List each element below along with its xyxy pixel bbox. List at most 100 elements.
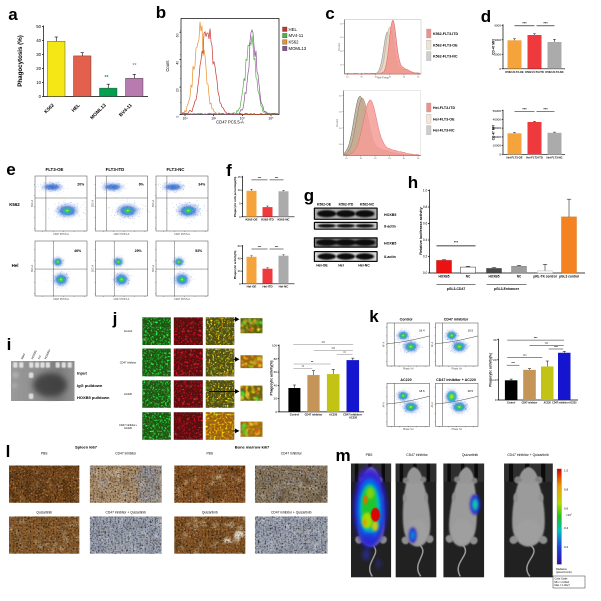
svg-text:40: 40 — [274, 383, 278, 387]
svg-text:Control: Control — [400, 318, 413, 322]
svg-text:d: d — [481, 7, 491, 26]
svg-text:b: b — [156, 3, 166, 22]
svg-text:pGL3 control: pGL3 control — [559, 275, 579, 279]
svg-text:k: k — [369, 307, 379, 326]
svg-text:Hel-NC: Hel-NC — [279, 284, 290, 288]
svg-text:K562-ITD: K562-ITD — [261, 217, 274, 221]
svg-text:16.4: 16.4 — [419, 329, 425, 333]
svg-text:Phagocytic activity(%): Phagocytic activity(%) — [233, 251, 237, 280]
svg-text:HOXB5: HOXB5 — [489, 275, 500, 279]
svg-text:6%: 6% — [139, 182, 145, 186]
svg-text:10: 10 — [403, 76, 406, 78]
svg-text:Mel-Frequ: Mel-Frequ — [377, 76, 389, 80]
svg-text:20: 20 — [36, 66, 41, 71]
svg-text:10: 10 — [238, 188, 242, 192]
svg-text:Phagocytic activity(%): Phagocytic activity(%) — [269, 361, 273, 396]
svg-text:0: 0 — [495, 398, 497, 402]
svg-text:NC: NC — [37, 355, 42, 360]
svg-text:HEL: HEL — [71, 103, 82, 114]
svg-text:HOXB5: HOXB5 — [30, 349, 38, 360]
svg-text:***: *** — [258, 245, 262, 249]
svg-text:10: 10 — [339, 112, 342, 114]
svg-text:Max = 1.00e7: Max = 1.00e7 — [555, 584, 571, 587]
svg-text:0.2: 0.2 — [564, 545, 569, 549]
svg-text:20: 20 — [238, 269, 242, 273]
svg-text:pGL3-CD47: pGL3-CD47 — [447, 287, 466, 291]
svg-text:FLT3-ITD: FLT3-ITD — [106, 167, 125, 172]
svg-text:AC220: AC220 — [124, 392, 132, 396]
svg-text:10²: 10² — [183, 117, 189, 121]
svg-text:**: ** — [105, 75, 109, 81]
svg-text:CD47 inhibitor: CD47 inhibitor — [115, 452, 137, 456]
svg-text:***: *** — [543, 22, 548, 26]
svg-text:K562-NC: K562-NC — [277, 217, 290, 221]
svg-text:50: 50 — [36, 24, 41, 29]
svg-text:***: *** — [511, 361, 515, 365]
svg-text:Hel-FLT3-NC: Hel-FLT3-NC — [546, 156, 562, 160]
svg-text:FLT3-NC: FLT3-NC — [167, 167, 186, 172]
svg-text:PBS: PBS — [206, 452, 213, 456]
svg-text:Relative luciferase activity: Relative luciferase activity — [419, 206, 423, 254]
svg-text:HOXB5: HOXB5 — [439, 275, 450, 279]
svg-text:AF-A: AF-A — [431, 402, 434, 408]
svg-text:Phase Yel: Phase Yel — [403, 369, 414, 371]
svg-text:Hel: Hel — [12, 263, 19, 268]
svg-text:CD47 PC5.5-A: CD47 PC5.5-A — [53, 233, 69, 236]
svg-text:Phase Yel: Phase Yel — [403, 429, 414, 431]
svg-text:0.4: 0.4 — [564, 526, 569, 530]
svg-text:10: 10 — [360, 158, 363, 160]
svg-text:ß-actin: ß-actin — [384, 255, 396, 259]
svg-text:l: l — [6, 442, 11, 461]
svg-text:60: 60 — [274, 370, 278, 374]
svg-text:j: j — [112, 309, 118, 328]
svg-text:SSC-A: SSC-A — [152, 199, 155, 207]
svg-text:Hel-FLT3-NC: Hel-FLT3-NC — [433, 129, 455, 133]
svg-text:Hel-NC: Hel-NC — [358, 264, 370, 268]
svg-text:×10⁷: ×10⁷ — [566, 513, 572, 517]
svg-text:AC220: AC220 — [329, 413, 338, 417]
svg-text:Quizartinib: Quizartinib — [202, 511, 218, 515]
svg-text:CD47 inhibitor: CD47 inhibitor — [522, 401, 538, 404]
svg-text:IgG pulldown: IgG pulldown — [77, 383, 103, 388]
svg-text:0.6: 0.6 — [423, 222, 428, 226]
svg-text:***: *** — [454, 241, 459, 245]
svg-text:i: i — [7, 335, 12, 354]
svg-text:CD47 inhibitor: CD47 inhibitor — [305, 413, 323, 417]
svg-text:28.5: 28.5 — [468, 389, 474, 393]
svg-text:0.0: 0.0 — [423, 271, 428, 275]
svg-text:K562: K562 — [289, 40, 300, 45]
svg-text:SSC-A: SSC-A — [91, 199, 94, 207]
svg-text:K562-FLT3-NC: K562-FLT3-NC — [433, 55, 458, 59]
svg-text:CD47 inhibitor+: CD47 inhibitor+ — [119, 423, 137, 427]
svg-text:***: *** — [258, 176, 262, 180]
svg-text:60: 60 — [176, 33, 180, 37]
svg-text:100: 100 — [272, 344, 277, 348]
svg-text:SSC-A: SSC-A — [31, 264, 34, 272]
svg-text:g: g — [304, 186, 314, 205]
svg-text:ß-actin: ß-actin — [384, 225, 396, 229]
svg-text:20: 20 — [274, 397, 278, 401]
svg-text:AF-A: AF-A — [431, 341, 434, 347]
svg-text:0: 0 — [176, 116, 180, 118]
svg-text:K562-FLT3-OE: K562-FLT3-OE — [505, 70, 524, 74]
svg-text:20000: 20000 — [493, 135, 502, 139]
svg-text:Color Scale: Color Scale — [555, 578, 569, 581]
svg-text:30000: 30000 — [493, 126, 502, 130]
svg-text:Phagocytosis (%): Phagocytosis (%) — [17, 35, 24, 87]
svg-text:18.6: 18.6 — [419, 389, 425, 393]
svg-text:Phagocytic cells percentage(%): Phagocytic cells percentage(%) — [233, 177, 237, 217]
svg-text:0.8: 0.8 — [564, 488, 569, 492]
svg-text:Bone marrow ki67: Bone marrow ki67 — [235, 445, 270, 450]
svg-text:HEL: HEL — [289, 27, 298, 32]
svg-text:40: 40 — [238, 257, 242, 261]
svg-text:10: 10 — [417, 76, 420, 78]
svg-text:10: 10 — [340, 51, 343, 53]
svg-text:Count: Count — [165, 60, 170, 72]
svg-text:20: 20 — [493, 358, 497, 362]
svg-text:2000: 2000 — [494, 52, 501, 56]
svg-text:HOXB5+: HOXB5+ — [43, 348, 51, 360]
svg-text:Hel-FLT3-ITD: Hel-FLT3-ITD — [526, 156, 543, 160]
svg-text:CD-47 MFI: CD-47 MFI — [492, 39, 496, 55]
svg-text:HOXB5: HOXB5 — [384, 242, 396, 246]
svg-text:0: 0 — [499, 67, 501, 71]
